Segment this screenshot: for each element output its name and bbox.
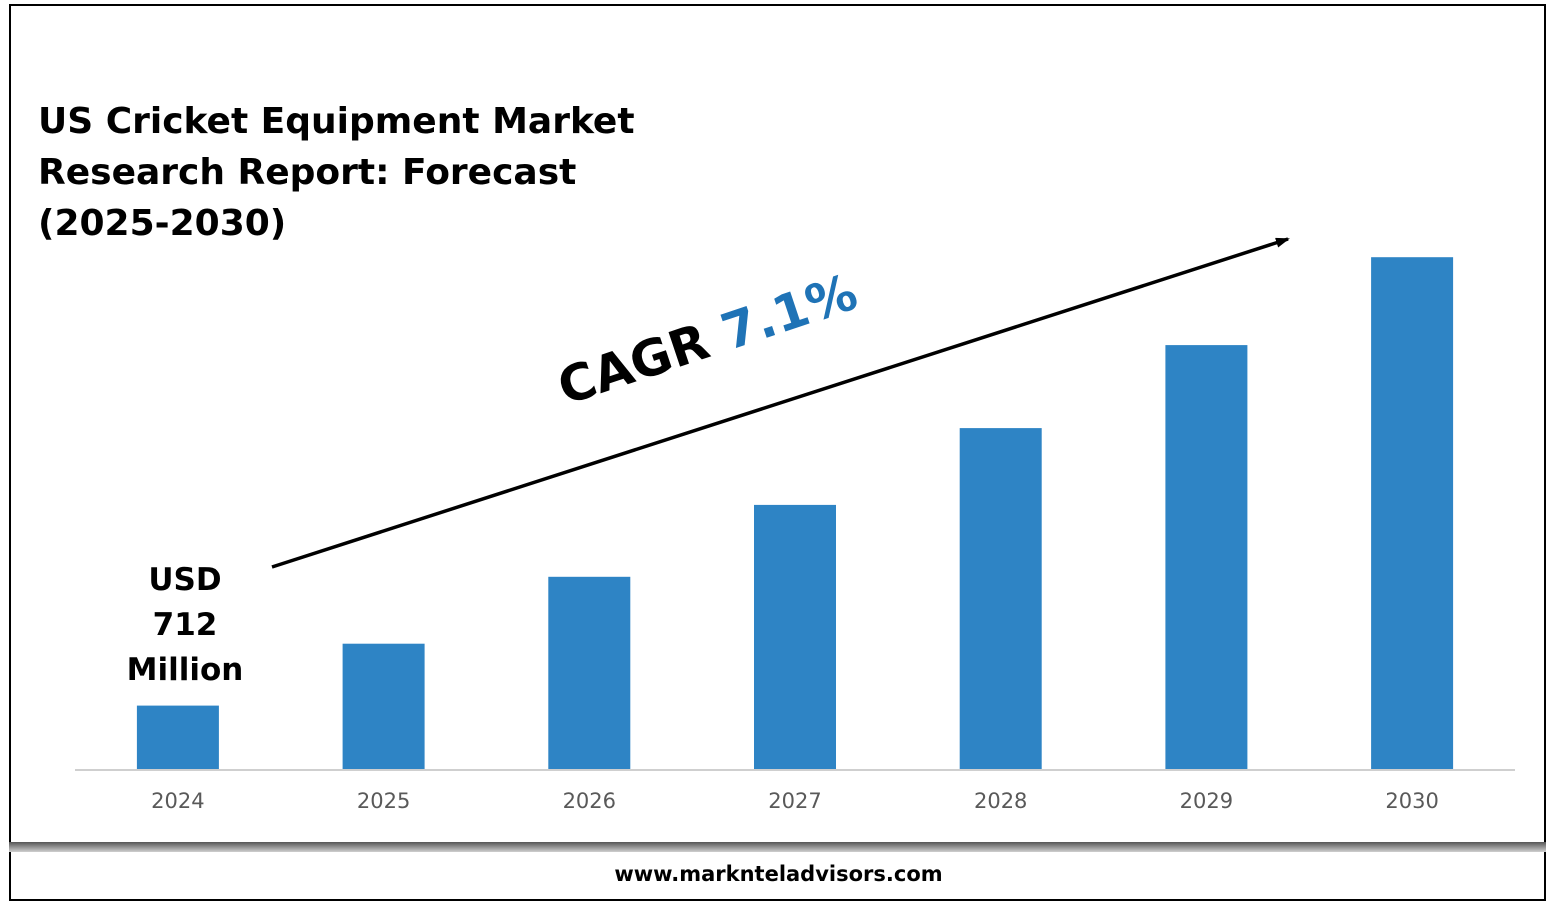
x-tick-label-2030: 2030 bbox=[1385, 789, 1438, 813]
x-tick-label-2024: 2024 bbox=[151, 789, 204, 813]
bar-2029 bbox=[1165, 345, 1248, 770]
footer-divider bbox=[9, 842, 1546, 852]
footer-website: www.marknteladvisors.com bbox=[614, 862, 943, 886]
bar-2026 bbox=[548, 576, 631, 770]
x-tick-label-2026: 2026 bbox=[563, 789, 616, 813]
bar-2028 bbox=[959, 428, 1042, 770]
bar-2025 bbox=[342, 643, 425, 770]
chart-title: US Cricket Equipment Market Research Rep… bbox=[38, 101, 635, 244]
bar-2024 bbox=[136, 705, 219, 770]
bar-2027 bbox=[754, 504, 836, 770]
start-value-label: USD 712 Million bbox=[126, 562, 244, 688]
trend-arrow bbox=[271, 237, 1290, 569]
x-tick-label-2025: 2025 bbox=[357, 789, 410, 813]
x-tick-labels: 2024 2025 2026 2027 2028 2029 2030 bbox=[151, 789, 1439, 813]
x-tick-label-2028: 2028 bbox=[974, 789, 1027, 813]
x-tick-label-2029: 2029 bbox=[1180, 789, 1233, 813]
bar-group bbox=[136, 257, 1454, 770]
x-tick-label-2027: 2027 bbox=[768, 789, 821, 813]
bar-2030 bbox=[1371, 257, 1454, 770]
chart-frame bbox=[9, 4, 1546, 901]
